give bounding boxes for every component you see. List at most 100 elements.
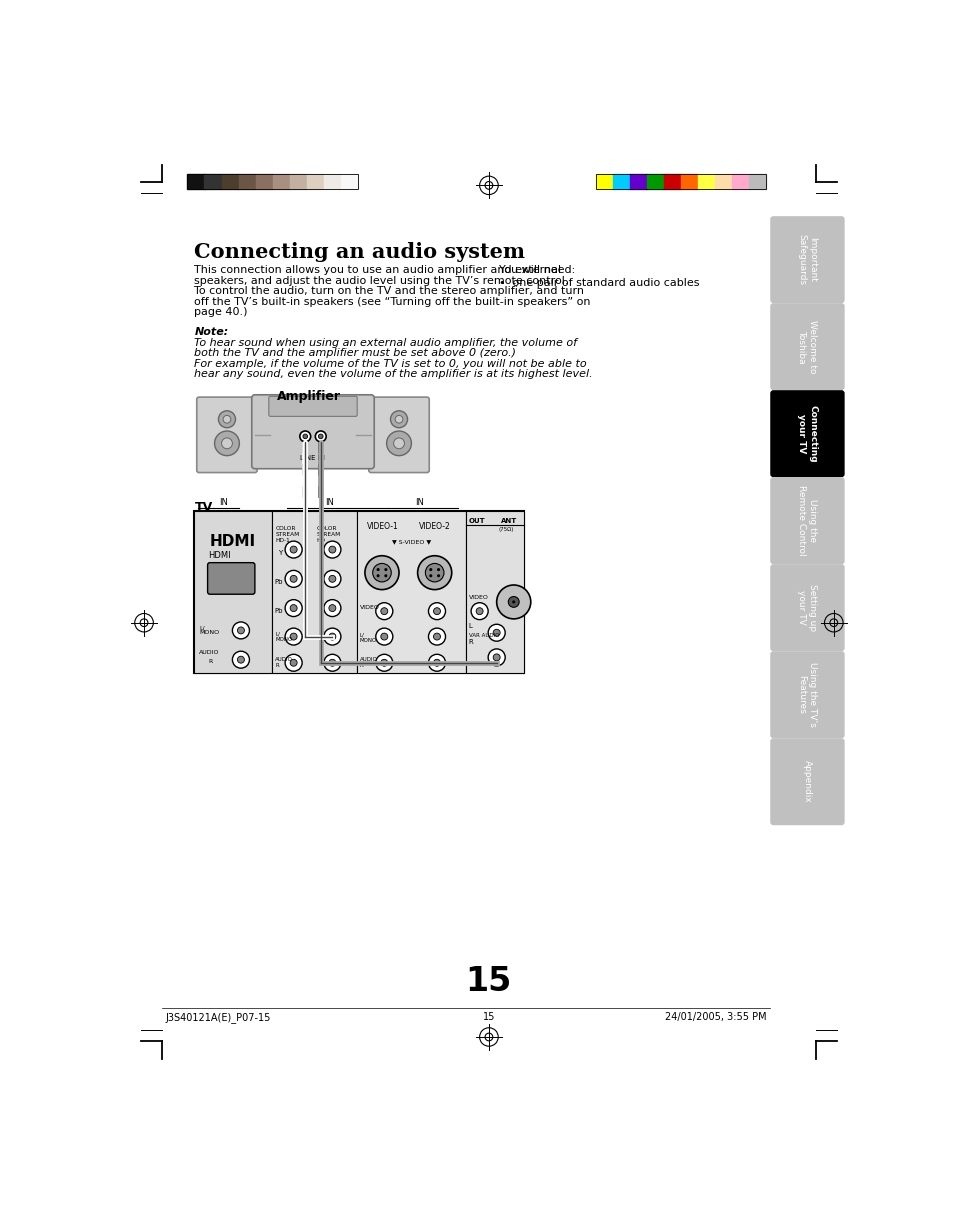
Bar [680, 174, 698, 189]
Text: VIDEO-1: VIDEO-1 [366, 522, 397, 530]
Circle shape [380, 659, 387, 666]
Circle shape [285, 629, 302, 645]
Circle shape [429, 574, 432, 578]
Bar [646, 174, 663, 189]
Text: J3S40121A(E)_P07-15: J3S40121A(E)_P07-15 [166, 1012, 271, 1023]
Text: HDMI: HDMI [208, 551, 231, 561]
Bar [187, 174, 204, 189]
Text: VAR AUDIO: VAR AUDIO [468, 632, 498, 637]
Circle shape [425, 563, 443, 582]
Text: R: R [208, 659, 213, 664]
Text: You will need:: You will need: [498, 265, 575, 275]
Circle shape [323, 570, 340, 587]
FancyBboxPatch shape [769, 216, 843, 303]
Circle shape [329, 604, 335, 612]
Circle shape [290, 575, 296, 582]
Circle shape [323, 541, 340, 558]
Text: 15: 15 [465, 965, 512, 998]
Bar [290, 174, 307, 189]
Circle shape [497, 585, 530, 619]
Text: 24/01/2005, 3:55 PM: 24/01/2005, 3:55 PM [664, 1012, 765, 1022]
Bar [238, 174, 255, 189]
Text: Setting up
your TV: Setting up your TV [797, 584, 817, 631]
Bar [465, 511, 523, 673]
Text: AUDIO
R: AUDIO R [359, 658, 377, 667]
Circle shape [323, 629, 340, 645]
Circle shape [394, 438, 404, 449]
FancyBboxPatch shape [769, 652, 843, 739]
Text: Y: Y [278, 550, 282, 556]
FancyBboxPatch shape [769, 739, 843, 825]
Bar [323, 174, 340, 189]
Circle shape [233, 622, 249, 639]
Text: Important
Safeguards: Important Safeguards [797, 234, 817, 286]
Text: AUDIO: AUDIO [199, 649, 219, 655]
Text: ▼ S-VIDEO ▼: ▼ S-VIDEO ▼ [392, 539, 431, 545]
Bar [663, 174, 680, 189]
Circle shape [323, 654, 340, 671]
Text: R: R [468, 638, 473, 644]
Circle shape [488, 624, 505, 641]
FancyBboxPatch shape [369, 397, 429, 472]
Circle shape [428, 629, 445, 645]
Circle shape [433, 608, 440, 615]
Circle shape [285, 654, 302, 671]
Bar [612, 174, 629, 189]
Text: LINE IN: LINE IN [300, 455, 325, 461]
Circle shape [237, 627, 244, 633]
Text: OUT: OUT [468, 518, 485, 524]
Text: IN: IN [219, 498, 228, 507]
Text: L/
MONO: L/ MONO [274, 632, 292, 642]
Circle shape [373, 563, 391, 582]
Text: Using the TV’s
Features: Using the TV’s Features [797, 662, 817, 727]
Text: VIDEO-2: VIDEO-2 [418, 522, 451, 530]
Text: Connecting
your TV: Connecting your TV [797, 404, 817, 463]
Circle shape [329, 633, 335, 641]
Bar [715, 174, 732, 189]
Bar [307, 174, 323, 189]
Bar [221, 174, 238, 189]
Circle shape [375, 629, 393, 645]
FancyBboxPatch shape [769, 303, 843, 390]
Circle shape [376, 568, 379, 572]
Text: TV: TV [194, 501, 213, 513]
Text: page 40.): page 40.) [194, 308, 248, 317]
Bar [698, 174, 715, 189]
Circle shape [218, 411, 235, 427]
Text: L: L [468, 624, 472, 629]
Bar [356, 511, 465, 673]
Circle shape [471, 603, 488, 620]
Circle shape [428, 603, 445, 620]
Circle shape [318, 434, 323, 438]
Circle shape [290, 659, 296, 666]
Circle shape [285, 570, 302, 587]
Circle shape [329, 575, 335, 582]
Circle shape [417, 556, 452, 590]
Circle shape [233, 652, 249, 668]
Circle shape [221, 438, 233, 449]
Text: L: L [303, 449, 307, 454]
Bar [187, 174, 357, 189]
FancyBboxPatch shape [252, 395, 374, 469]
Bar [629, 174, 646, 189]
Text: To control the audio, turn on the TV and the stereo amplifier, and turn: To control the audio, turn on the TV and… [194, 286, 584, 297]
Bar [194, 511, 523, 673]
FancyBboxPatch shape [208, 563, 254, 595]
Text: HDMI: HDMI [210, 534, 256, 549]
Text: 15: 15 [482, 1012, 495, 1022]
Circle shape [329, 546, 335, 553]
Circle shape [285, 599, 302, 616]
Text: speakers, and adjust the audio level using the TV’s remote control.: speakers, and adjust the audio level usi… [194, 276, 568, 286]
Text: IN: IN [415, 498, 423, 507]
Text: AUDIO
R: AUDIO R [274, 658, 293, 667]
Text: VIDEO: VIDEO [468, 595, 488, 599]
Text: VIDEO: VIDEO [359, 606, 379, 610]
Circle shape [386, 431, 411, 455]
Text: (75Ω): (75Ω) [498, 527, 514, 532]
Text: off the TV’s built-in speakers (see “Turning off the built-in speakers” on: off the TV’s built-in speakers (see “Tur… [194, 297, 590, 306]
Text: COLOR
STREAM
HD: COLOR STREAM HD [316, 527, 341, 543]
Text: both the TV and the amplifier must be set above 0 (zero.): both the TV and the amplifier must be se… [194, 349, 516, 358]
Circle shape [429, 568, 432, 572]
Bar [340, 174, 357, 189]
Text: L/
MONO: L/ MONO [199, 625, 219, 636]
